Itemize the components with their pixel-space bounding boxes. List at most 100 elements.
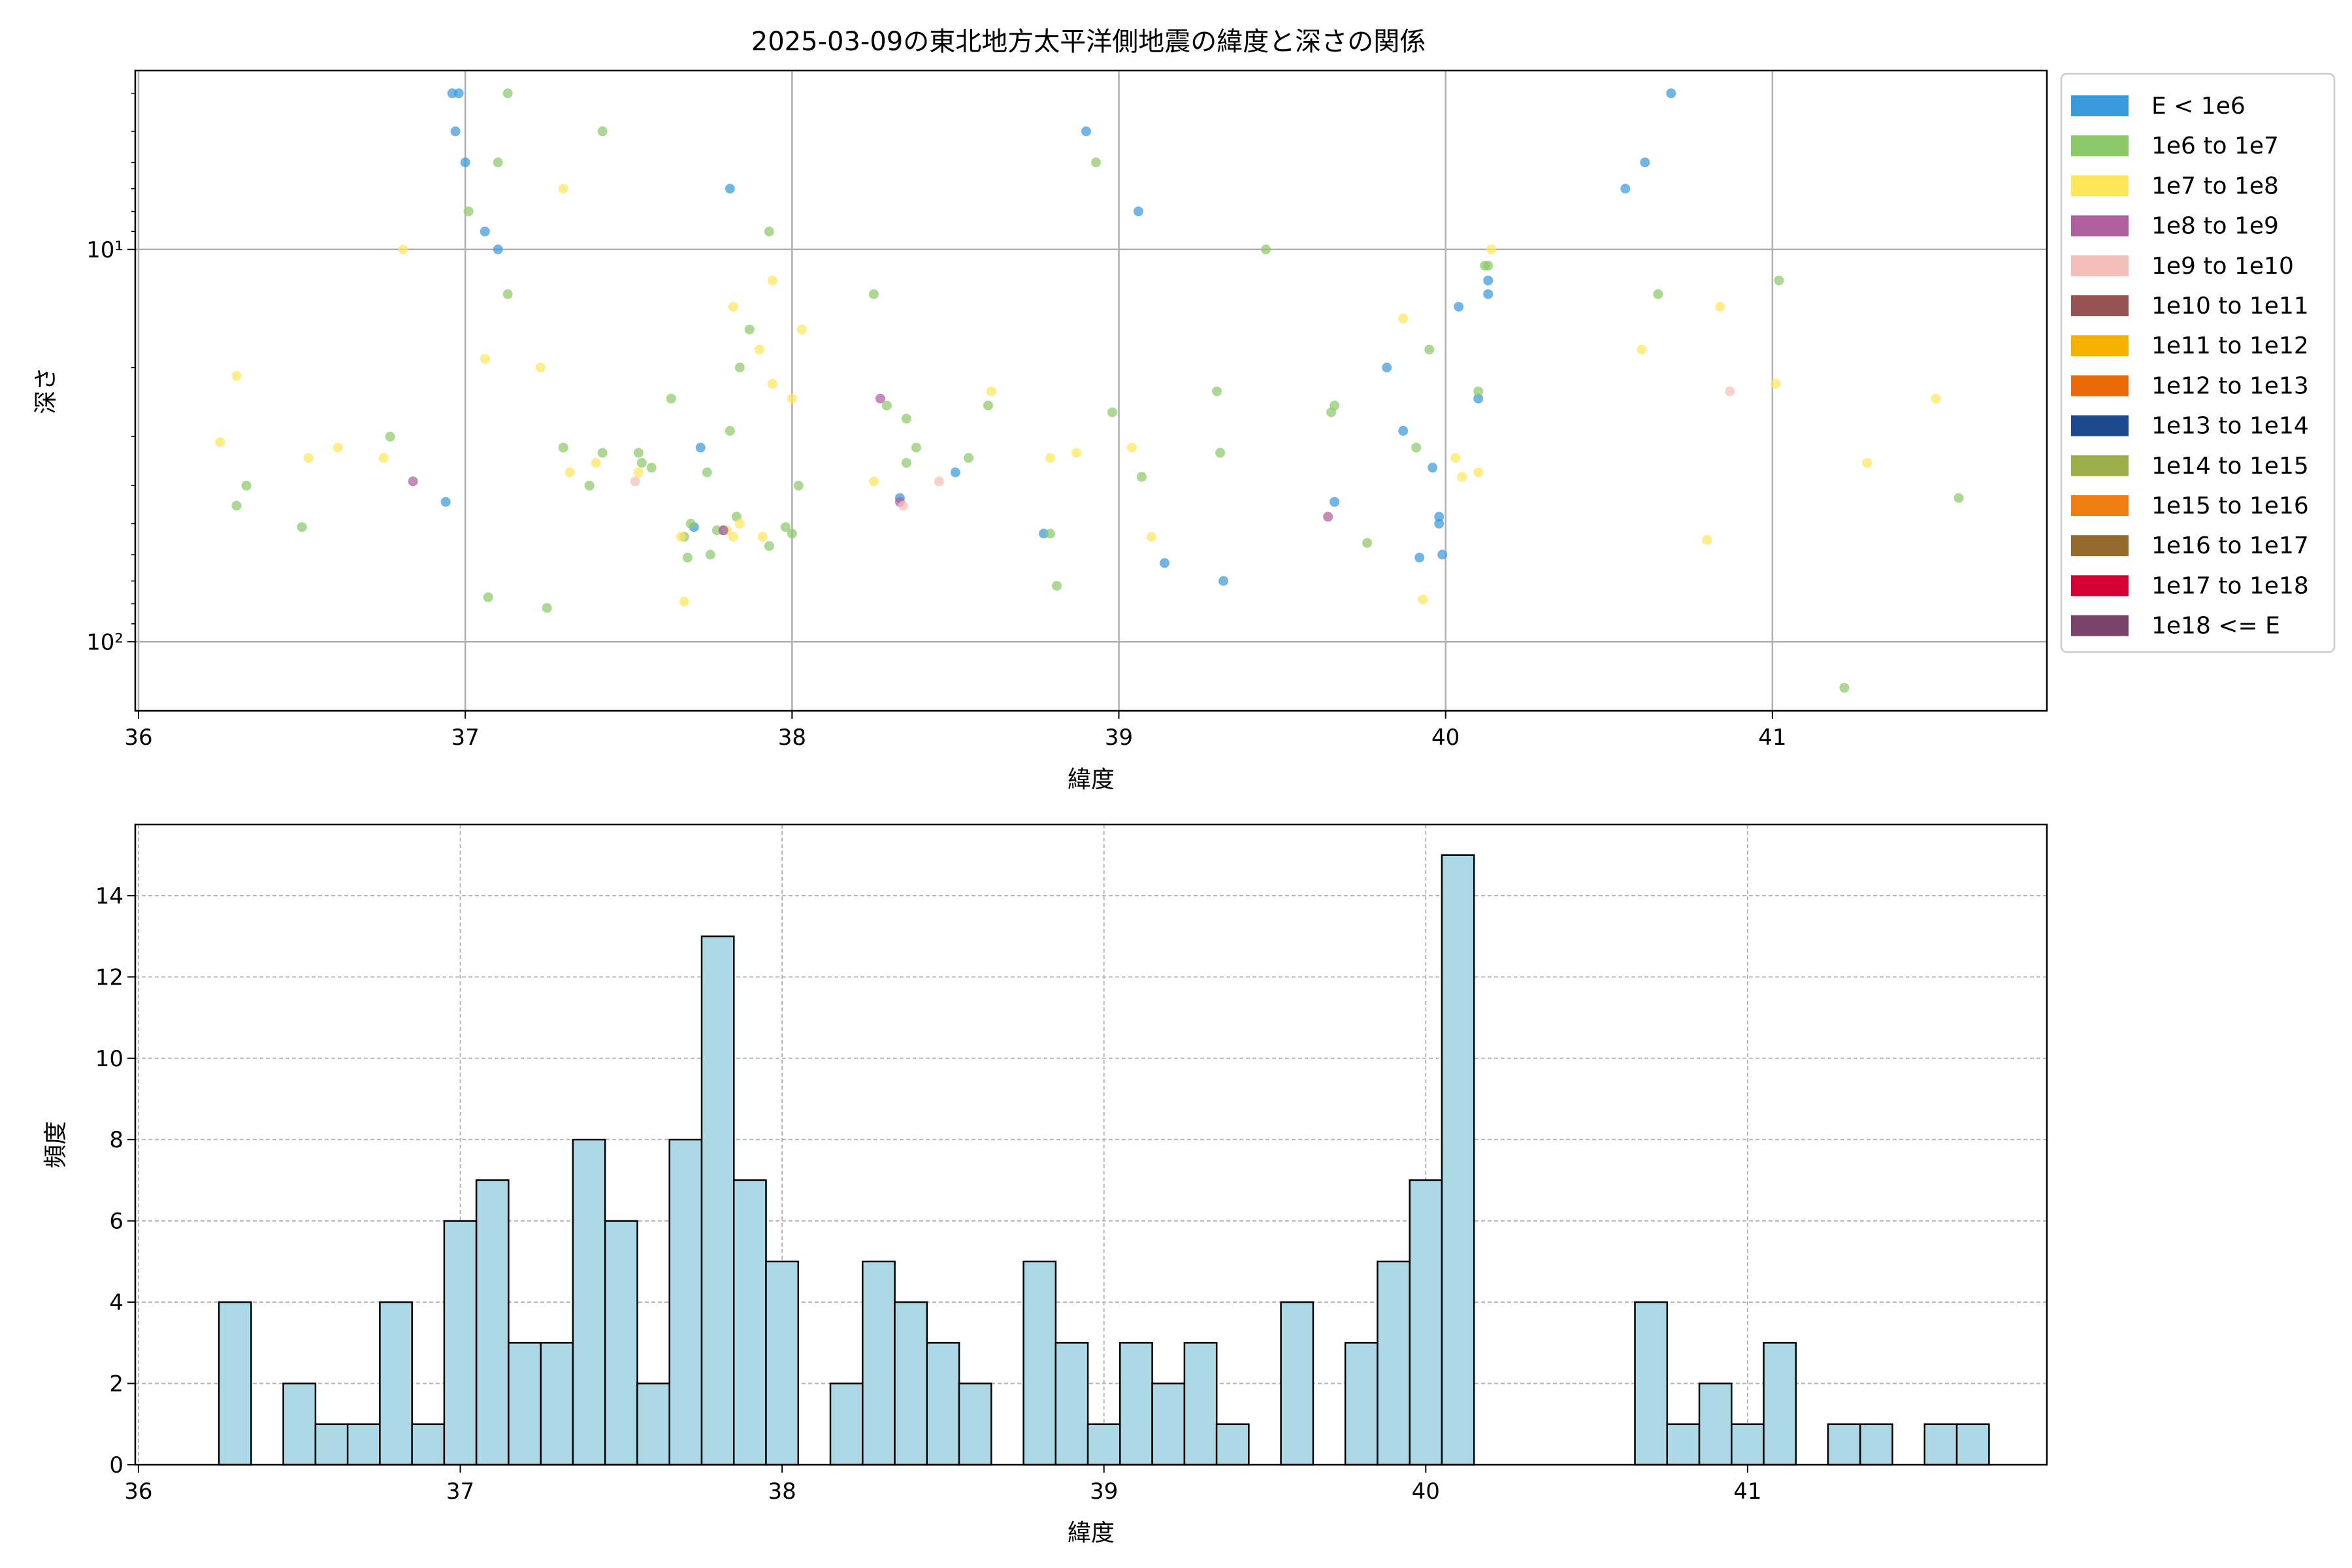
scatter-point [385, 431, 395, 442]
legend-label: 1e15 to 1e16 [2151, 493, 2309, 519]
scatter-y-tick-label: 10¹ [86, 237, 123, 263]
legend-label: 1e14 to 1e15 [2151, 453, 2309, 480]
legend-swatch [2071, 455, 2129, 476]
histogram-bar [1409, 1179, 1443, 1466]
scatter-point [1774, 275, 1784, 286]
histogram-bar [379, 1301, 413, 1466]
histogram-bar [1215, 1423, 1250, 1466]
scatter-point [676, 532, 686, 542]
legend-swatch [2071, 615, 2129, 636]
legend-label: 1e12 to 1e13 [2151, 372, 2309, 399]
legend-swatch [2071, 295, 2129, 316]
scatter-point [725, 425, 735, 436]
histogram-bar [1086, 1423, 1121, 1466]
scatter-point [780, 522, 791, 532]
scatter-point [1620, 184, 1631, 194]
scatter-point [1215, 448, 1226, 458]
scatter-point [463, 206, 474, 217]
scatter-point [1862, 458, 1872, 468]
histogram-bar [1731, 1423, 1765, 1466]
scatter-point [1437, 549, 1448, 560]
scatter-point [483, 592, 493, 602]
scatter-point [718, 525, 728, 536]
scatter-point [630, 476, 640, 487]
scatter-point [597, 126, 608, 137]
scatter-point [1330, 497, 1340, 507]
scatter-point [408, 476, 418, 487]
legend-label: 1e18 <= E [2151, 613, 2280, 640]
scatter-point [1653, 289, 1663, 299]
histogram-bar [1666, 1423, 1701, 1466]
legend-swatch [2071, 375, 2129, 397]
legend-swatch [2071, 495, 2129, 516]
scatter-point [558, 184, 568, 194]
histogram-bar [1151, 1382, 1186, 1466]
legend-swatch [2071, 575, 2129, 596]
scatter-point [796, 324, 807, 335]
histogram-ticks: 36 37 38 39 40 41 0 2 4 6 8 10 12 14 [95, 883, 1762, 1505]
scatter-point [901, 414, 911, 424]
histogram-bar [1441, 854, 1475, 1466]
histogram-bar [1344, 1342, 1379, 1466]
histogram-bar [732, 1179, 767, 1466]
scatter-point [1473, 386, 1484, 397]
histogram-bar [862, 1260, 896, 1466]
histogram-x-tick-label: 41 [1733, 1478, 1761, 1505]
figure-title: 2025-03-09の東北地方太平洋側地震の緯度と深さの関係 [751, 27, 1426, 57]
scatter-point [1398, 314, 1409, 323]
histogram-x-tick-label: 40 [1412, 1478, 1440, 1505]
histogram-bar [282, 1382, 317, 1466]
scatter-y-tick-label: 10² [86, 629, 123, 655]
scatter-points [215, 88, 1964, 693]
scatter-point [597, 448, 608, 458]
histogram-bar [668, 1138, 703, 1466]
histogram-y-tick-label: 0 [109, 1452, 123, 1478]
scatter-y-axis-label: 深さ [33, 367, 59, 414]
scatter-point [1428, 463, 1438, 473]
histogram-bar [926, 1342, 960, 1466]
scatter-point [1134, 206, 1143, 217]
scatter-point [450, 126, 461, 137]
histogram-bar [1827, 1423, 1861, 1466]
legend-label: 1e9 to 1e10 [2151, 253, 2294, 280]
scatter-point [1424, 344, 1435, 355]
scatter-point [744, 324, 755, 335]
scatter-point [215, 437, 225, 448]
histogram-bar [1022, 1260, 1057, 1466]
scatter-point [633, 467, 644, 478]
scatter-x-tick-label: 41 [1758, 725, 1786, 751]
scatter-point [1398, 425, 1409, 436]
scatter-point [963, 453, 973, 463]
scatter-point [1045, 529, 1055, 539]
histogram-x-tick-label: 39 [1090, 1478, 1118, 1505]
scatter-point [734, 519, 745, 529]
scatter-point [502, 88, 513, 99]
scatter-point [868, 289, 879, 299]
scatter-x-tick-label: 36 [124, 725, 152, 751]
scatter-point [868, 476, 879, 487]
histogram-bar [765, 1260, 800, 1466]
scatter-point [986, 386, 996, 397]
histogram-bar [1377, 1260, 1411, 1466]
histogram-y-tick-label: 8 [109, 1127, 123, 1153]
scatter-point [881, 400, 892, 411]
scatter-point [764, 541, 774, 551]
scatter-point [1771, 378, 1781, 389]
histogram-bar [1054, 1342, 1089, 1466]
scatter-point [679, 596, 689, 607]
histogram-x-tick-label: 37 [446, 1478, 474, 1505]
scatter-point [702, 467, 712, 478]
scatter-point [728, 302, 738, 312]
scatter-x-axis-label: 緯度 [1068, 766, 1115, 793]
scatter-point [1127, 442, 1137, 453]
scatter-point [1486, 244, 1497, 255]
scatter-point [1473, 393, 1484, 404]
legend-swatch [2071, 535, 2129, 557]
histogram-bar [1280, 1301, 1315, 1466]
scatter-point [398, 244, 408, 255]
histogram-bar [1955, 1423, 1990, 1466]
scatter-x-tick-label: 40 [1431, 725, 1460, 751]
histogram-bar [958, 1382, 992, 1466]
histogram-bar [411, 1423, 446, 1466]
histogram-y-axis-label: 頻度 [42, 1121, 69, 1168]
